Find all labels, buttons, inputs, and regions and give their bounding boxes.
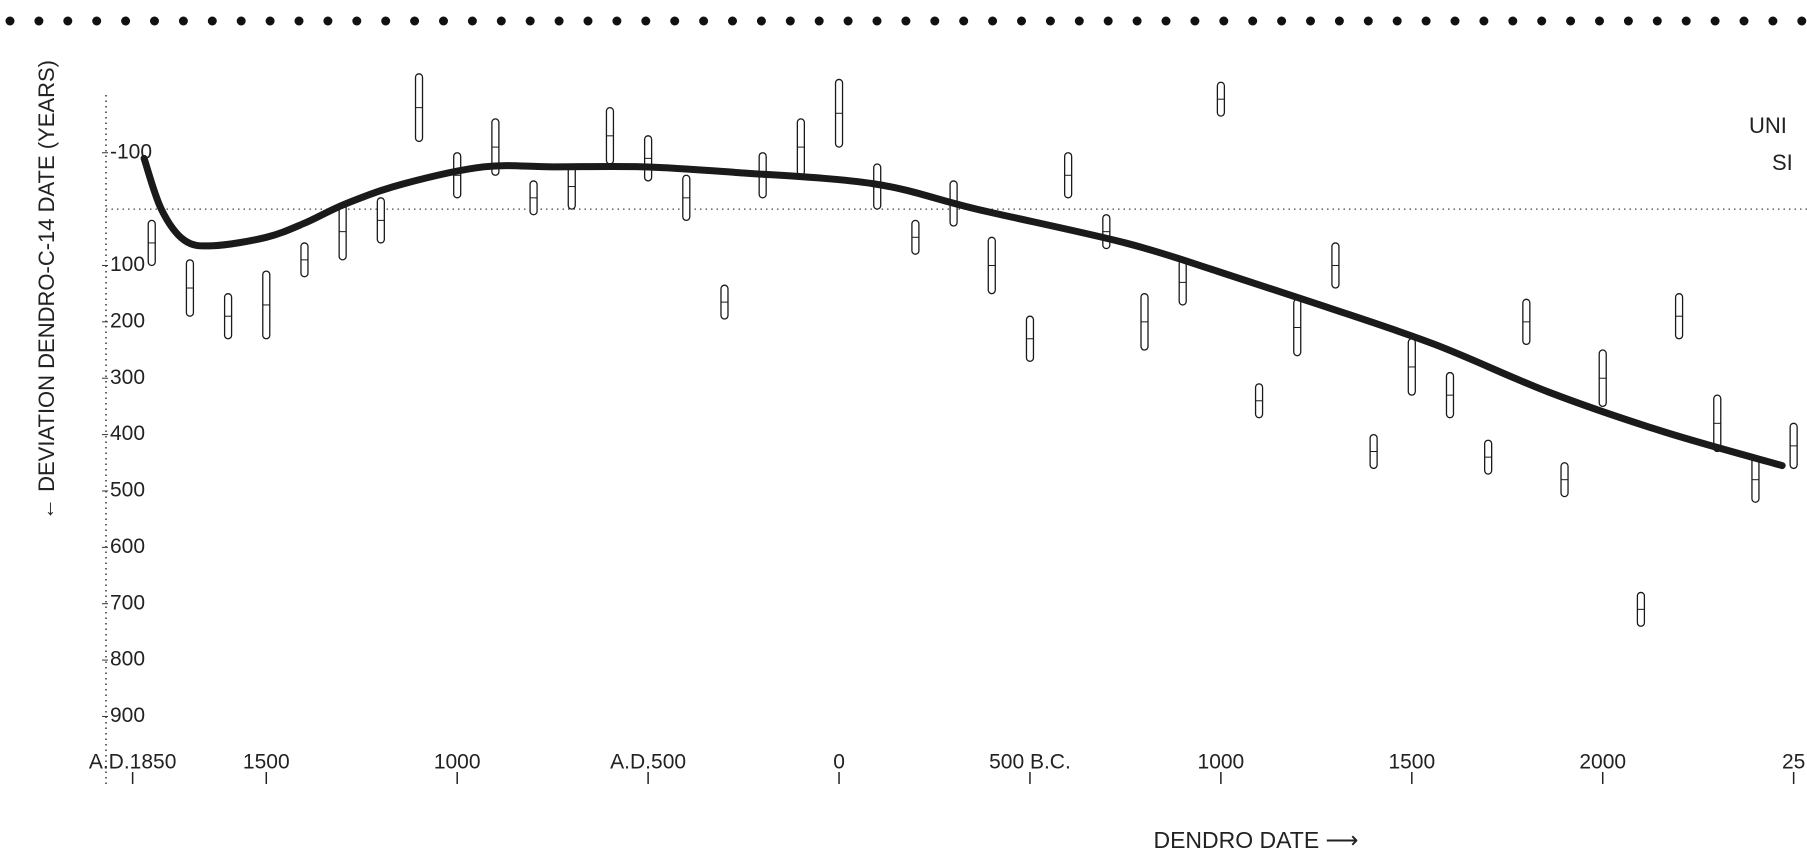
border-dot <box>1277 16 1287 26</box>
border-dot <box>525 16 535 26</box>
border-dot <box>150 16 159 26</box>
border-dot <box>1623 16 1633 26</box>
border-dot <box>872 16 882 26</box>
x-tick-label: A.D.500 <box>610 751 686 774</box>
x-tick-label: A.D.1850 <box>89 751 177 774</box>
border-dot <box>1132 16 1142 26</box>
border-dot <box>63 16 73 26</box>
border-dot <box>670 16 680 26</box>
border-dot <box>34 16 44 26</box>
border-dot <box>612 16 622 26</box>
border-dot <box>1797 16 1807 26</box>
border-dot <box>641 16 651 26</box>
y-axis-label: ← DEVIATION DENDRO-C-14 DATE (YEARS) <box>34 60 59 520</box>
border-dot <box>265 16 275 26</box>
border-dot <box>728 16 737 26</box>
y-tick-label: 300 <box>110 366 145 389</box>
border-dot <box>439 16 448 26</box>
x-tick-label: 500 B.C. <box>989 751 1071 774</box>
border-dot <box>5 16 15 26</box>
x-tick-label: 1500 <box>243 751 290 774</box>
border-dot <box>496 16 506 26</box>
border-dot <box>207 16 217 26</box>
border-dot <box>1421 16 1431 26</box>
border-dot <box>1363 16 1373 26</box>
border-dot <box>1681 16 1691 26</box>
border-dot <box>236 16 246 26</box>
border-dot <box>843 16 853 26</box>
x-tick-label: 2000 <box>1579 751 1626 774</box>
border-dot <box>1768 16 1778 26</box>
border-dot <box>1103 16 1113 26</box>
border-dot <box>1334 16 1344 26</box>
border-dot <box>1652 16 1662 26</box>
border-dot <box>352 16 362 26</box>
border-dot <box>294 16 304 26</box>
border-dot <box>959 16 969 26</box>
y-tick-label: 900 <box>110 704 145 727</box>
trend-curve <box>140 154 1786 470</box>
x-tick-label: 1000 <box>434 751 481 774</box>
border-dot <box>1074 16 1084 26</box>
y-tick-label: 100 <box>110 253 145 276</box>
y-tick-label: 400 <box>110 422 145 445</box>
border-dot <box>1190 16 1200 26</box>
border-dot <box>1045 16 1055 26</box>
border-dot <box>323 16 333 26</box>
border-dot <box>583 16 593 26</box>
border-dot <box>1161 16 1171 26</box>
border-dot <box>785 16 795 26</box>
border-dot <box>467 16 477 26</box>
border-dot <box>901 16 911 26</box>
x-tick-label: 1000 <box>1198 751 1245 774</box>
border-dot <box>1739 16 1749 26</box>
y-tick-label: 700 <box>110 591 145 614</box>
border-dot <box>930 16 940 26</box>
border-dot <box>1306 16 1315 26</box>
border-dot <box>92 16 102 26</box>
border-dot <box>1248 16 1258 26</box>
x-tick-label: 1500 <box>1388 751 1435 774</box>
annotation: UNI <box>1749 113 1787 138</box>
annotation: SI <box>1772 150 1793 175</box>
border-dot <box>554 16 564 26</box>
y-tick-label: 200 <box>110 309 145 332</box>
border-dot <box>1450 16 1460 26</box>
border-dot <box>1479 16 1489 26</box>
x-axis-label: DENDRO DATE ⟶ <box>1153 827 1358 853</box>
border-dot <box>1219 16 1229 26</box>
x-tick-label: 0 <box>833 751 845 774</box>
border-dot <box>1710 16 1720 26</box>
border-dot <box>178 16 188 26</box>
border-dot <box>1537 16 1547 26</box>
border-dot <box>121 16 131 26</box>
border-dot <box>1508 16 1518 26</box>
border-dot <box>699 16 709 26</box>
border-dot <box>756 16 766 26</box>
x-tick-label: 25 <box>1782 751 1805 774</box>
y-tick-label: 500 <box>110 479 145 502</box>
border-dot <box>1595 16 1604 26</box>
border-dot <box>1392 16 1402 26</box>
border-dot <box>381 16 391 26</box>
border-dot <box>814 16 824 26</box>
border-dot <box>1017 16 1026 26</box>
border-dot <box>988 16 998 26</box>
border-dot <box>410 16 420 26</box>
border-dot <box>1566 16 1576 26</box>
y-tick-label: 800 <box>110 648 145 671</box>
y-tick-label: 600 <box>110 535 145 558</box>
